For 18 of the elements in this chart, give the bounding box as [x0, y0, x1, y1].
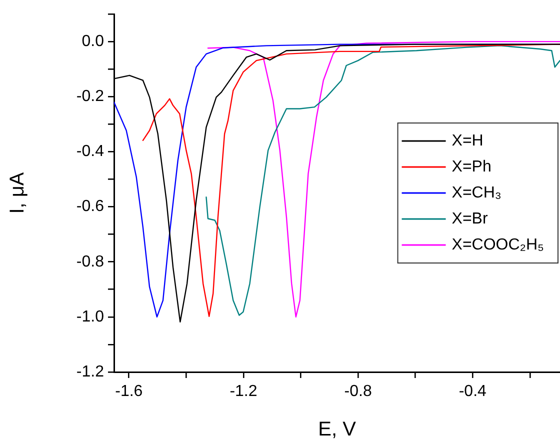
- y-tick-label: -0.2: [76, 88, 104, 106]
- x-tick-label: -1.6: [115, 383, 143, 400]
- x-tick-label: -0.8: [344, 383, 372, 400]
- y-tick-label: -0.8: [76, 253, 104, 270]
- y-axis-title: I, μA: [6, 172, 29, 214]
- y-tick-label: 0.0: [82, 32, 104, 50]
- y-tick-label: -1.2: [76, 363, 104, 380]
- x-axis-title: E, V: [318, 418, 357, 441]
- y-tick-label: -1.0: [76, 308, 104, 326]
- legend-label: X=Ph: [452, 158, 492, 176]
- y-tick-label: -0.4: [76, 143, 104, 160]
- y-tick-label: -0.6: [76, 198, 104, 216]
- legend-label: X=H: [452, 132, 484, 150]
- legend-label: X=COOC₂H₅: [452, 236, 544, 254]
- legend-label: X=CH₃: [452, 184, 502, 202]
- legend-label: X=Br: [452, 210, 488, 228]
- x-tick-label: -0.4: [458, 383, 487, 400]
- x-tick-label: -1.2: [230, 383, 258, 400]
